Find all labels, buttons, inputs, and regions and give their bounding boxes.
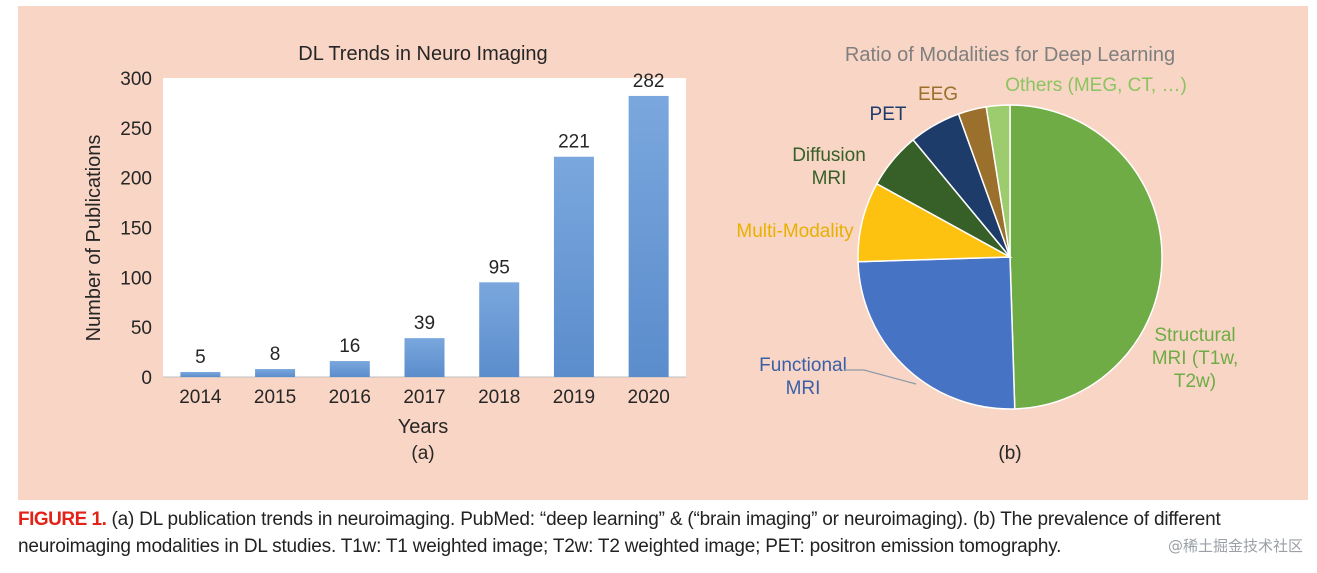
- pie-label-line: T2w): [1174, 371, 1216, 392]
- y-tick-label: 0: [141, 368, 152, 389]
- pie-slice-label: Diffusion MRI: [792, 145, 866, 189]
- x-tick-label: 2014: [179, 387, 222, 408]
- pie-label-line: Functional: [759, 355, 847, 376]
- pie-label-line: Structural: [1154, 325, 1235, 346]
- pie-chart-title: Ratio of Modalities for Deep Learning: [845, 44, 1175, 66]
- pie-slice-label: Structural MRI (T1w, T2w): [1152, 325, 1239, 392]
- pie-slice-others: [985, 104, 1011, 258]
- bar-data-label: 16: [339, 336, 360, 357]
- y-tick-label: 150: [120, 219, 152, 240]
- x-tick-label: 2015: [254, 387, 296, 408]
- figure-caption: FIGURE 1. (a) DL publication trends in n…: [18, 506, 1298, 560]
- pie-label-line: Others (MEG, CT, …): [1005, 75, 1187, 96]
- pie-slice-label: PET: [870, 104, 907, 125]
- bar-data-label: 95: [489, 257, 510, 278]
- pie-slice-label: Others (MEG, CT, …): [1005, 75, 1187, 96]
- pie-slice-label: EEG: [918, 84, 958, 105]
- pie-label-line: Multi-Modality: [736, 221, 854, 242]
- pie-label-line: MRI: [786, 378, 821, 399]
- bar-data-label: 39: [414, 313, 435, 334]
- x-tick-label: 2016: [329, 387, 371, 408]
- caption-figure-label: FIGURE 1.: [18, 509, 107, 530]
- watermark-text: @稀土掘金技术社区: [1167, 537, 1303, 555]
- y-tick-label: 300: [120, 69, 152, 90]
- x-tick-label: 2017: [403, 387, 445, 408]
- bar-2017: [404, 338, 445, 377]
- panel-label-b: (b): [998, 443, 1021, 464]
- pie-label-line: Diffusion: [792, 145, 866, 166]
- bar-2014: [180, 372, 221, 377]
- bar-data-label: 221: [558, 132, 590, 153]
- pie-label-line: EEG: [918, 84, 958, 105]
- caption-text: (a) DL publication trends in neuroimagin…: [18, 509, 1221, 557]
- x-tick-label: 2018: [478, 387, 520, 408]
- figure-svg: DL Trends in Neuro Imaging 0 50 100 150 200 25…: [83, 43, 1239, 464]
- bar-data-label: 8: [270, 344, 281, 365]
- pie-slice-structural: [1009, 104, 1163, 410]
- panel-label-a: (a): [411, 443, 434, 464]
- bar-2018: [479, 282, 520, 377]
- y-tick-label: 250: [120, 119, 152, 140]
- bar-data-label: 282: [633, 71, 665, 92]
- functional-leader-line: [844, 369, 917, 385]
- pie-slice-label: Multi-Modality: [736, 221, 854, 242]
- bar-2015: [255, 369, 296, 377]
- bar-2020: [628, 95, 669, 377]
- bar-2016: [329, 361, 370, 377]
- y-tick-label: 50: [131, 318, 152, 339]
- x-axis-label: Years: [398, 416, 448, 438]
- pie-slice-label: Functional MRI: [759, 355, 847, 399]
- bar-data-label: 5: [195, 347, 206, 368]
- bar-2019: [553, 156, 594, 377]
- x-tick-label: 2020: [628, 387, 670, 408]
- pie-label-line: MRI: [812, 168, 847, 189]
- bar-plot-area: [163, 78, 686, 377]
- y-tick-label: 100: [120, 268, 152, 289]
- pie-slice-functional: [857, 256, 1016, 410]
- pie-label-line: PET: [870, 104, 907, 125]
- x-tick-label: 2019: [553, 387, 595, 408]
- y-axis-label: Number of Publications: [83, 135, 105, 342]
- bar-chart-title: DL Trends in Neuro Imaging: [298, 43, 547, 65]
- pie-label-line: MRI (T1w,: [1152, 348, 1239, 369]
- figure-panel: DL Trends in Neuro Imaging 0 50 100 150 200 25…: [18, 6, 1308, 500]
- y-tick-label: 200: [120, 169, 152, 190]
